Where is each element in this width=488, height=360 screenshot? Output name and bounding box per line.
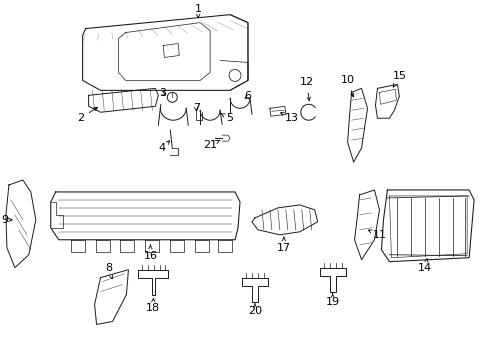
Text: 19: 19 xyxy=(325,294,339,306)
Text: 14: 14 xyxy=(417,258,431,273)
Text: 20: 20 xyxy=(247,304,262,316)
Text: 11: 11 xyxy=(367,230,386,240)
Text: 13: 13 xyxy=(280,113,298,123)
Text: 4: 4 xyxy=(159,141,169,153)
Text: 15: 15 xyxy=(391,71,406,87)
Text: 1: 1 xyxy=(194,4,201,18)
Text: 12: 12 xyxy=(299,77,313,100)
Text: 6: 6 xyxy=(244,91,251,101)
Text: 3: 3 xyxy=(159,88,165,98)
Text: 8: 8 xyxy=(105,263,113,279)
Text: 18: 18 xyxy=(146,298,160,312)
Text: 9: 9 xyxy=(1,215,12,225)
Text: 17: 17 xyxy=(276,237,290,253)
Text: 7: 7 xyxy=(192,103,199,113)
Text: 5: 5 xyxy=(221,113,233,123)
Text: 10: 10 xyxy=(340,75,354,97)
Text: 2: 2 xyxy=(77,107,97,123)
Text: 21: 21 xyxy=(203,140,220,150)
Text: 16: 16 xyxy=(143,245,157,261)
